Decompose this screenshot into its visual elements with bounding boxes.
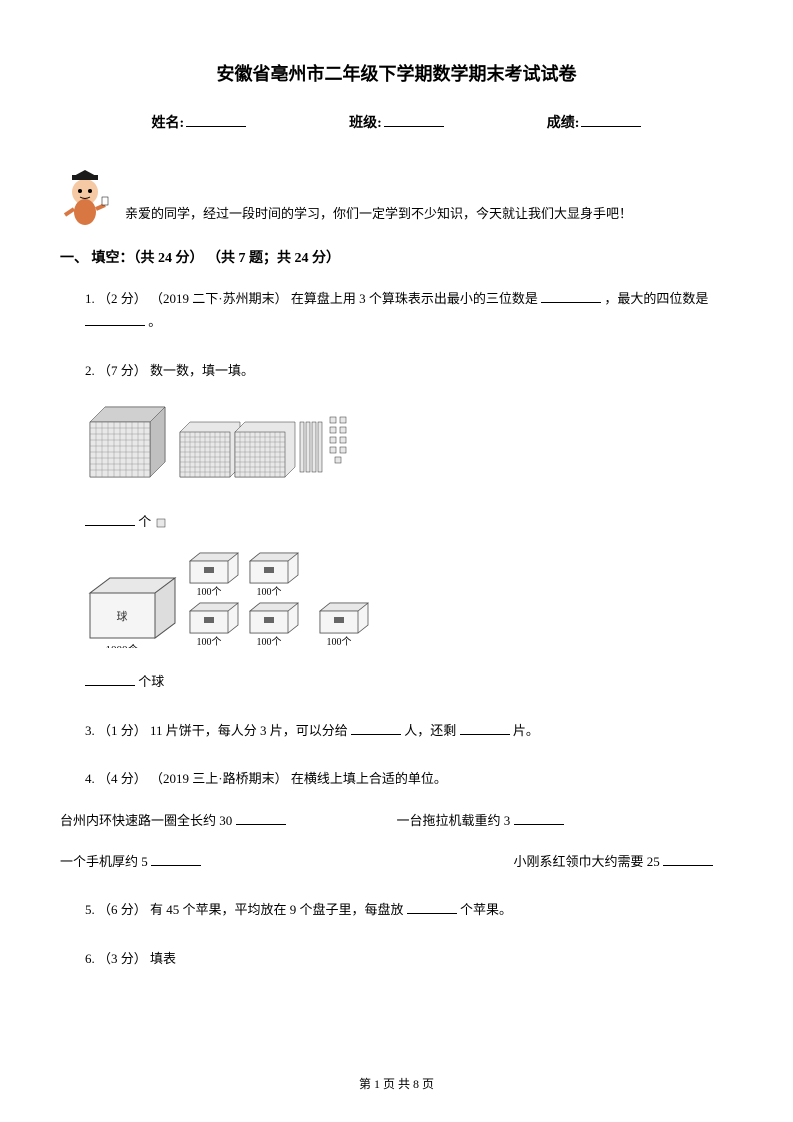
svg-text:100个: 100个 <box>257 636 282 648</box>
question-2: 2. （7 分） 数一数，填一填。 <box>85 359 733 694</box>
q4-text-2b: 小刚系红领巾大约需要 25 <box>513 854 659 869</box>
q2-answer1: 个 <box>85 510 733 533</box>
q4-blank3[interactable] <box>151 852 201 866</box>
q5-text2: 个苹果。 <box>460 902 512 917</box>
q4-text: 在横线上填上合适的单位。 <box>291 771 447 786</box>
q5-blank1[interactable] <box>407 900 457 914</box>
q4-item3: 一个手机厚约 5 <box>60 850 387 873</box>
class-blank[interactable] <box>384 111 444 127</box>
q4-num: 4. <box>85 771 95 786</box>
q5-num: 5. <box>85 902 95 917</box>
q1-text1: 在算盘上用 3 个算珠表示出最小的三位数是 <box>291 291 538 306</box>
q2-answer2: 个球 <box>85 670 733 693</box>
question-1: 1. （2 分） （2019 二下·苏州期末） 在算盘上用 3 个算珠表示出最小… <box>85 287 733 334</box>
q2-blank2[interactable] <box>85 672 135 686</box>
q6-num: 6. <box>85 951 95 966</box>
svg-text:100个: 100个 <box>197 586 222 598</box>
score-field: 成绩: <box>547 111 642 132</box>
q3-text3: 片。 <box>513 723 539 738</box>
q1-num: 1. <box>85 291 95 306</box>
greeting-text: 亲爱的同学，经过一段时间的学习，你们一定学到不少知识，今天就让我们大显身手吧！ <box>125 203 632 227</box>
q4-blank2[interactable] <box>514 811 564 825</box>
name-label: 姓名: <box>151 112 184 132</box>
question-5: 5. （6 分） 有 45 个苹果，平均放在 9 个盘子里，每盘放 个苹果。 <box>85 898 733 921</box>
unit-cube-icon <box>155 517 167 529</box>
svg-text:球: 球 <box>117 609 128 623</box>
question-4: 4. （4 分） （2019 三上·路桥期末） 在横线上填上合适的单位。 台州内… <box>85 767 733 873</box>
q4-text-1b: 一台拖拉机载重约 3 <box>397 813 511 828</box>
svg-text:100个: 100个 <box>197 636 222 648</box>
q3-text1: 11 片饼干，每人分 3 片，可以分给 <box>150 723 348 738</box>
svg-text:1000个: 1000个 <box>106 643 139 648</box>
page-footer: 第 1 页 共 8 页 <box>0 1075 793 1092</box>
q1-text2: ，最大的四位数是 <box>604 291 708 306</box>
q3-num: 3. <box>85 723 95 738</box>
q2-unit2: 个球 <box>138 674 164 689</box>
q2-figure-1 <box>85 397 733 494</box>
q3-blank2[interactable] <box>460 721 510 735</box>
q1-blank2[interactable] <box>85 312 145 326</box>
q4-source: （2019 三上·路桥期末） <box>150 771 288 786</box>
q1-source: （2019 二下·苏州期末） <box>150 291 288 306</box>
student-info-line: 姓名: 班级: 成绩: <box>60 111 733 132</box>
q1-points: （2 分） <box>98 291 147 306</box>
q2-num: 2. <box>85 363 95 378</box>
mascot-icon <box>60 167 110 227</box>
class-label: 班级: <box>349 112 382 132</box>
q2-text: 数一数，填一填。 <box>150 363 254 378</box>
q5-points: （6 分） <box>98 902 147 917</box>
question-6: 6. （3 分） 填表 <box>85 947 733 970</box>
q4-blank4[interactable] <box>663 852 713 866</box>
q1-blank1[interactable] <box>541 289 601 303</box>
score-blank[interactable] <box>581 111 641 127</box>
svg-text:100个: 100个 <box>327 636 352 648</box>
q2-blank1[interactable] <box>85 512 135 526</box>
section-1-header: 一、 填空：（共 24 分） （共 7 题；共 24 分） <box>60 247 733 267</box>
q3-text2: 人，还剩 <box>404 723 456 738</box>
q4-text-2a: 一个手机厚约 5 <box>60 854 148 869</box>
q4-item1: 台州内环快速路一圈全长约 30 <box>60 809 397 832</box>
q4-item2: 一台拖拉机载重约 3 <box>397 809 734 832</box>
ball-boxes-svg: 球 1000个 100个 100个 <box>85 548 375 648</box>
q4-item4: 小刚系红领巾大约需要 25 <box>387 850 734 873</box>
q2-unit1: 个 <box>138 514 151 529</box>
greeting-row: 亲爱的同学，经过一段时间的学习，你们一定学到不少知识，今天就让我们大显身手吧！ <box>60 167 733 227</box>
name-field: 姓名: <box>151 111 246 132</box>
q2-figure-2: 球 1000个 100个 100个 <box>85 548 733 655</box>
question-3: 3. （1 分） 11 片饼干，每人分 3 片，可以分给 人，还剩 片。 <box>85 719 733 742</box>
q4-points: （4 分） <box>98 771 147 786</box>
q2-points: （7 分） <box>98 363 147 378</box>
svg-text:100个: 100个 <box>257 586 282 598</box>
name-blank[interactable] <box>186 111 246 127</box>
score-label: 成绩: <box>547 112 580 132</box>
q6-points: （3 分） <box>98 951 147 966</box>
exam-title: 安徽省亳州市二年级下学期数学期末考试试卷 <box>60 60 733 86</box>
q5-text1: 有 45 个苹果，平均放在 9 个盘子里，每盘放 <box>150 902 404 917</box>
q4-blank1[interactable] <box>236 811 286 825</box>
q3-blank1[interactable] <box>351 721 401 735</box>
q3-points: （1 分） <box>98 723 147 738</box>
q1-text3: 。 <box>148 314 161 329</box>
q4-text-1a: 台州内环快速路一圈全长约 30 <box>60 813 232 828</box>
class-field: 班级: <box>349 111 444 132</box>
q6-text: 填表 <box>150 951 176 966</box>
base-blocks-svg <box>85 397 355 487</box>
